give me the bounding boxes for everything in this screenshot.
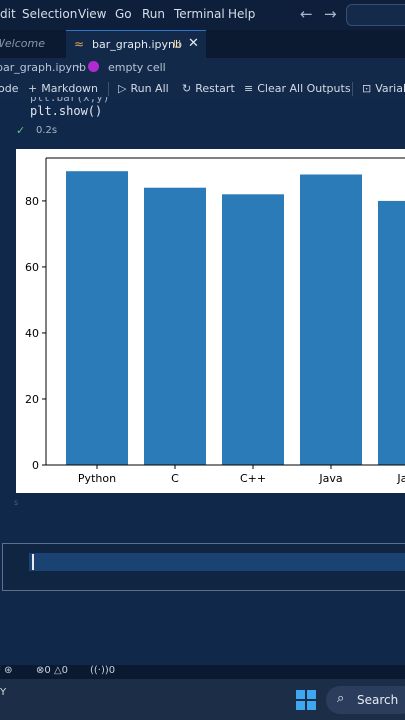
tab-bar: Welcome ≈ bar_graph.ipynb U ✕: [0, 30, 405, 59]
ports-indicator[interactable]: ((·))0: [90, 665, 115, 676]
menu-view[interactable]: View: [78, 7, 107, 21]
cell-icon: [88, 61, 99, 72]
tab-bar-graph-label: bar_graph.ipynb: [92, 38, 182, 51]
notebook-icon: ≈: [74, 37, 85, 51]
menu-go[interactable]: Go: [115, 7, 132, 21]
close-icon[interactable]: ✕: [188, 36, 199, 51]
code-line[interactable]: plt.show(): [30, 104, 103, 118]
add-code-label: ode: [0, 82, 19, 95]
restart-icon: ↻: [182, 82, 192, 95]
notebook-toolbar: ode + Markdown ▷ Run All ↻ Restart ≡ Clear A…: [0, 78, 405, 100]
run-all-button[interactable]: ▷ Run All: [118, 82, 169, 95]
menu-selection[interactable]: Selection: [22, 7, 78, 21]
x-tick-label-1: C: [171, 472, 179, 485]
y-tick-label-3: 60: [25, 261, 39, 274]
y-tick-label-1: 20: [25, 393, 39, 406]
forward-arrow-icon[interactable]: →: [324, 5, 337, 23]
warning-icon: △: [53, 665, 62, 676]
menu-edit[interactable]: dit: [0, 7, 16, 21]
taskbar-search-label: Search: [357, 693, 399, 707]
variables-label: Variab: [375, 82, 405, 95]
search-icon: ⌕: [337, 691, 345, 706]
restart-button[interactable]: ↻ Restart: [182, 82, 235, 95]
tab-welcome-label: Welcome: [0, 37, 45, 50]
variables-button[interactable]: ⊡Variab: [362, 82, 405, 95]
plus-icon: +: [28, 82, 38, 95]
check-icon: ✓: [16, 124, 26, 137]
y-tick-label-2: 40: [25, 327, 39, 340]
bar-chart: Python C C++ Java Java 0 20 40 60 80: [25, 157, 405, 485]
clear-all-outputs-button[interactable]: ≡ Clear All Outputs: [244, 82, 351, 95]
breadcrumb-cell[interactable]: empty cell: [108, 61, 166, 74]
bar-0: [66, 171, 128, 466]
clear-all-outputs-label: Clear All Outputs: [257, 82, 351, 95]
ports-count: 0: [108, 665, 116, 676]
run-all-label: Run All: [130, 82, 169, 95]
taskbar-search[interactable]: ⌕ Search: [326, 686, 405, 714]
windows-start-icon[interactable]: [296, 690, 316, 710]
toolbar-divider: [108, 82, 109, 96]
status-bar: ᵗ ⊛ ⊗0 △0 ((·))0: [0, 665, 405, 679]
menu-terminal[interactable]: Terminal: [174, 7, 225, 21]
error-count: 0: [44, 665, 51, 676]
code-line-partial[interactable]: plt.bar(x,y): [30, 91, 110, 104]
cell-input[interactable]: [29, 553, 405, 571]
clear-outputs-icon: ≡: [244, 82, 254, 95]
restart-label: Restart: [195, 82, 235, 95]
add-code-button[interactable]: ode: [0, 82, 18, 95]
bar-3: [300, 174, 362, 465]
broadcast-icon: ((·)): [90, 665, 109, 676]
menu-help[interactable]: Help: [228, 7, 256, 21]
empty-code-cell[interactable]: [2, 543, 405, 591]
back-arrow-icon[interactable]: ←: [300, 5, 313, 23]
execution-time: 0.2s: [36, 125, 58, 136]
tab-bar-graph[interactable]: ≈ bar_graph.ipynb U ✕: [66, 30, 206, 59]
menu-run[interactable]: Run: [142, 7, 166, 21]
text-cursor: [32, 554, 34, 570]
x-tick-label-2: C++: [240, 472, 266, 485]
remote-icon[interactable]: ᵗ ⊛: [0, 665, 13, 676]
breadcrumb-file[interactable]: bar_graph.ipynb: [0, 61, 86, 74]
add-markdown-label: Markdown: [41, 82, 99, 95]
x-tick-label-4: Java: [396, 472, 405, 485]
add-markdown-button[interactable]: + Markdown: [28, 82, 98, 95]
y-tick-label-4: 80: [25, 195, 39, 208]
play-icon: ▷: [118, 82, 127, 95]
cell-marker-icon: s: [14, 498, 19, 507]
error-icon: ⊗: [36, 665, 45, 676]
bar-2: [222, 194, 284, 465]
breadcrumb: bar_graph.ipynb › empty cell: [0, 58, 405, 78]
modified-badge: U: [173, 38, 182, 51]
x-tick-label-0: Python: [78, 472, 116, 485]
x-tick-label-3: Java: [318, 472, 342, 485]
menu-bar: dit Selection View Go Run Terminal Help …: [0, 0, 405, 30]
chevron-right-icon: ›: [76, 60, 81, 73]
problems-indicator[interactable]: ⊗0 △0: [36, 665, 68, 676]
cell-output-chart: Python C C++ Java Java 0 20 40 60 80: [16, 149, 405, 493]
bar-1: [144, 187, 206, 465]
bar-4: [378, 200, 405, 465]
variables-icon: ⊡: [362, 82, 372, 95]
command-center-search[interactable]: [346, 4, 405, 26]
warning-count: 0: [61, 665, 69, 676]
toolbar-divider: [352, 82, 353, 96]
tab-welcome[interactable]: Welcome: [0, 30, 62, 58]
y-tick-label-0: 0: [32, 459, 39, 472]
taskbar-widget-text[interactable]: Y: [0, 687, 7, 698]
